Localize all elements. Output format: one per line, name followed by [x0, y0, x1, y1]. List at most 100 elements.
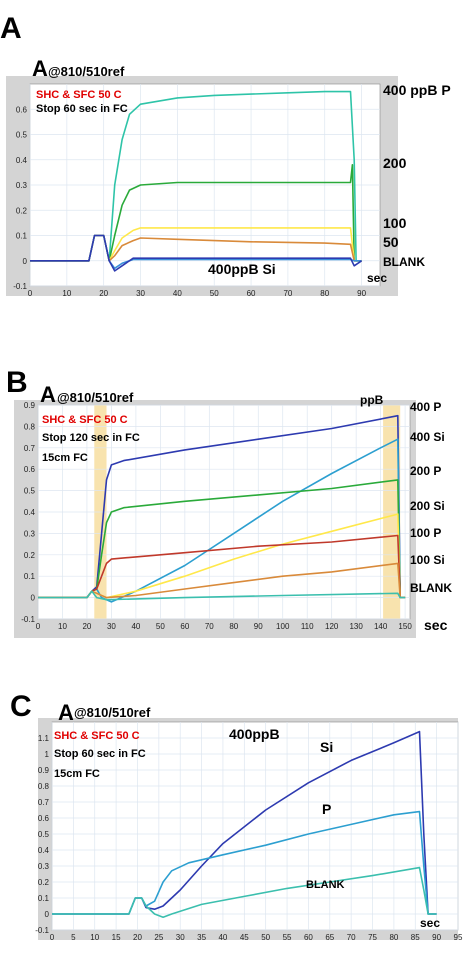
y-tick-label: 0.2: [16, 206, 28, 215]
series-label: 100: [383, 215, 407, 231]
x-tick-label: 80: [320, 289, 329, 298]
annotation-line: 15cm FC: [54, 768, 100, 780]
series-label: BLANK: [306, 879, 345, 891]
x-tick-label: 30: [136, 289, 145, 298]
y-tick-label: 0.1: [38, 894, 50, 903]
x-tick-label: 20: [133, 933, 142, 942]
x-tick-label: 90: [357, 289, 366, 298]
header-letter: A: [58, 700, 74, 725]
series-line: [38, 590, 406, 601]
x-tick-label: 90: [432, 933, 441, 942]
x-tick-label: 0: [28, 289, 33, 298]
y-tick-label: 0.5: [38, 830, 50, 839]
y-tick-label: 0.8: [38, 782, 50, 791]
x-tick-label: 60: [304, 933, 313, 942]
y-tick-label: 0.7: [38, 798, 50, 807]
y-tick-label: -0.1: [13, 282, 27, 291]
x-tick-label: 70: [347, 933, 356, 942]
series-label: 400 ppB P: [383, 82, 451, 98]
y-tick-label: -0.1: [35, 926, 49, 935]
y-tick-label: 0.5: [24, 487, 36, 496]
header-ref: @810/510ref: [48, 64, 125, 79]
x-tick-label: 30: [107, 622, 116, 631]
series-line: [52, 866, 437, 918]
x-tick-label: 10: [90, 933, 99, 942]
y-tick-label: 0: [31, 594, 36, 603]
x-tick-label: 70: [283, 289, 292, 298]
x-tick-label: 45: [240, 933, 249, 942]
x-tick-label: 40: [173, 289, 182, 298]
series-label: 400ppB Si: [208, 261, 276, 277]
x-tick-label: 40: [131, 622, 140, 631]
y-tick-label: 0.9: [24, 401, 36, 410]
annotation-red: SHC & SFC 50 C: [54, 730, 140, 742]
series-label: P: [322, 801, 331, 817]
y-tick-label: 0.6: [16, 105, 28, 114]
y-tick-label: 0.6: [24, 465, 36, 474]
y-tick-label: 0.2: [24, 551, 36, 560]
y-tick-label: 0.9: [38, 766, 50, 775]
header-ref: @810/510ref: [57, 390, 134, 405]
series-label: 100 P: [410, 526, 441, 540]
x-tick-label: 130: [349, 622, 363, 631]
y-tick-label: 0.3: [16, 181, 28, 190]
x-tick-label: 40: [218, 933, 227, 942]
series-label: 400ppB: [229, 726, 280, 742]
x-tick-label: 60: [180, 622, 189, 631]
x-tick-label: 0: [36, 622, 41, 631]
series-label: 400 P: [410, 400, 441, 414]
y-tick-label: 0: [23, 257, 28, 266]
x-tick-label: 75: [368, 933, 377, 942]
x-tick-label: 65: [325, 933, 334, 942]
series-label: 50: [383, 234, 399, 250]
x-tick-label: 0: [50, 933, 55, 942]
annotation-red: SHC & SFC 50 C: [36, 89, 122, 101]
annotation-red: SHC & SFC 50 C: [42, 414, 128, 426]
panel-letter: C: [10, 690, 32, 723]
y-tick-label: 1: [45, 750, 50, 759]
x-tick-label: 5: [71, 933, 76, 942]
x-tick-label: 150: [398, 622, 412, 631]
x-tick-label: 55: [283, 933, 292, 942]
x-tick-label: 100: [276, 622, 290, 631]
series-label: Si: [320, 739, 333, 755]
panel-letter: B: [6, 366, 28, 399]
y-tick-label: 0.8: [24, 422, 36, 431]
header-letter: A: [40, 382, 56, 407]
x-tick-label: 35: [197, 933, 206, 942]
annotation-line: 15cm FC: [42, 452, 88, 464]
annotation-line: Stop 60 sec in FC: [54, 748, 146, 760]
y-tick-label: 0.6: [38, 814, 50, 823]
chart-panel-b: 0 10 20 30 40 50 60 70 80 90 100 110 120 130 140 150 -0.…: [6, 366, 452, 638]
y-tick-label: 0.1: [16, 232, 28, 241]
x-tick-label: 10: [58, 622, 67, 631]
series-line: [30, 234, 363, 272]
y-tick-label: 1.1: [38, 734, 50, 743]
x-tick-label: 80: [229, 622, 238, 631]
annotation-line: Stop 60 sec in FC: [36, 103, 128, 115]
series-label: sec: [420, 916, 440, 930]
y-tick-label: 0.1: [24, 572, 36, 581]
x-tick-label: 80: [389, 933, 398, 942]
x-tick-label: 30: [176, 933, 185, 942]
plot-area: [51, 721, 459, 931]
series-label: sec: [367, 271, 387, 285]
y-tick-label: 0.7: [24, 444, 36, 453]
x-tick-label: 10: [62, 289, 71, 298]
x-tick-label: 25: [154, 933, 163, 942]
series-label: 400 Si: [410, 430, 445, 444]
annotation-line: Stop 120 sec in FC: [42, 432, 140, 444]
x-tick-label: 95: [454, 933, 463, 942]
series-label: sec: [424, 617, 448, 633]
x-tick-label: 140: [374, 622, 388, 631]
series-label: BLANK: [410, 581, 452, 595]
header-letter: A: [32, 56, 48, 81]
x-tick-label: 50: [156, 622, 165, 631]
x-tick-label: 20: [82, 622, 91, 631]
y-tick-label: 0: [45, 910, 50, 919]
y-tick-label: 0.2: [38, 878, 50, 887]
chart-panel-c: 0 5 10 15 20 25 30 35 40 45 50 55 60 65 70 75 80 85 90 95-0…: [10, 690, 463, 942]
y-tick-label: 0.5: [16, 131, 28, 140]
series-label: 200 P: [410, 464, 441, 478]
